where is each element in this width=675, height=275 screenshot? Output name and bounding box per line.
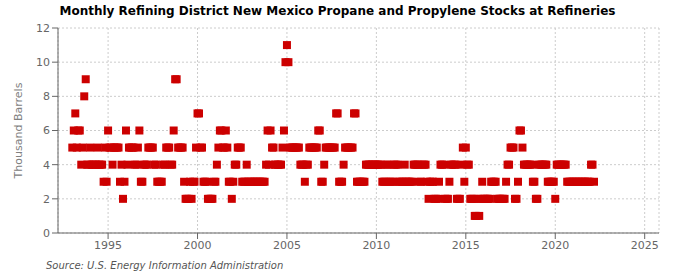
svg-text:10: 10: [36, 56, 50, 69]
svg-text:4: 4: [43, 159, 50, 172]
svg-text:2025: 2025: [631, 239, 659, 252]
svg-text:6: 6: [43, 124, 50, 137]
svg-text:0: 0: [43, 227, 50, 240]
svg-text:Thousand Barrels: Thousand Barrels: [12, 82, 25, 179]
svg-text:8: 8: [43, 90, 50, 103]
svg-text:2015: 2015: [452, 239, 480, 252]
html-text:Monthly Refining District New: Monthly Refining District New Mexico Pro…: [59, 4, 616, 18]
svg-text:12: 12: [36, 22, 50, 35]
svg-text:2005: 2005: [273, 239, 301, 252]
svg-text:2: 2: [43, 193, 50, 206]
svg-text:2000: 2000: [184, 239, 212, 252]
svg-text:2020: 2020: [541, 239, 569, 252]
svg-text:1995: 1995: [94, 239, 122, 252]
html-text:Source: U.S. Energy Informatio: Source: U.S. Energy Information Administ…: [46, 260, 284, 271]
svg-text:2010: 2010: [362, 239, 390, 252]
